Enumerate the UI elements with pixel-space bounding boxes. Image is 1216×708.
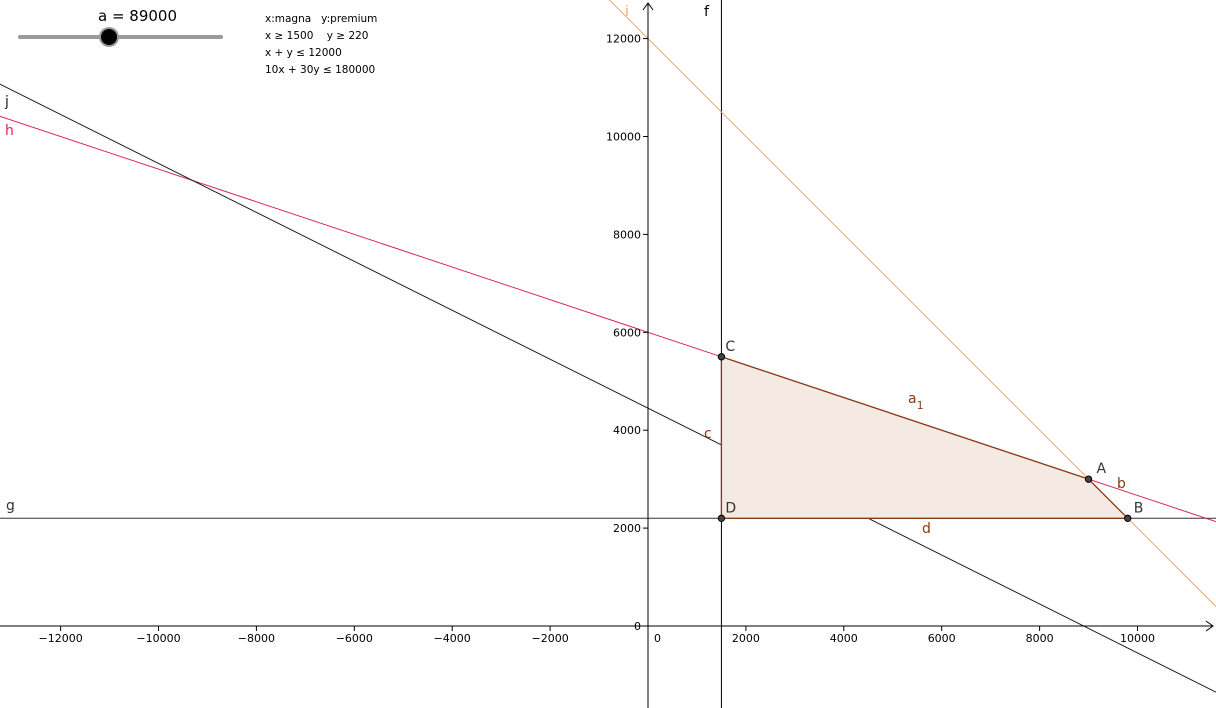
x-tick-label: −6000 xyxy=(336,632,373,645)
point-B[interactable] xyxy=(1124,514,1132,523)
line-label-j: j xyxy=(4,94,9,110)
x-tick-label: −12000 xyxy=(38,632,82,645)
segment-label-c: c xyxy=(704,426,712,442)
origin-label: 0 xyxy=(654,632,661,645)
line-i[interactable] xyxy=(0,0,1216,607)
segment-label-d: d xyxy=(922,521,931,537)
point-label-C: C xyxy=(725,339,735,355)
slider-knob[interactable] xyxy=(101,29,118,45)
segment-label-b: b xyxy=(1117,476,1126,492)
y-tick-label: 6000 xyxy=(613,326,641,339)
note-line: x:magna y:premium xyxy=(265,13,378,25)
x-tick-label: 8000 xyxy=(1026,632,1054,645)
point-A[interactable] xyxy=(1084,475,1093,483)
x-tick-label: 2000 xyxy=(732,632,760,645)
x-axis-arrow-icon xyxy=(1205,620,1214,632)
line-label-g: g xyxy=(6,498,15,514)
point-C[interactable] xyxy=(717,353,726,361)
constraints-text: x:magna y:premium x ≥ 1500 y ≥ 220 x + y… xyxy=(265,11,377,79)
line-label-f: f xyxy=(704,4,710,20)
point-D[interactable] xyxy=(717,514,726,523)
x-tick-label: −8000 xyxy=(238,632,275,645)
point-label-A: A xyxy=(1097,461,1107,477)
y-tick-label: 4000 xyxy=(613,424,641,437)
line-label-h: h xyxy=(5,123,14,139)
y-tick-label: 8000 xyxy=(613,228,641,241)
segment-b[interactable] xyxy=(1088,478,1129,519)
point-label-D: D xyxy=(725,500,736,516)
x-tick-label: −2000 xyxy=(531,632,568,645)
point-label-B: B xyxy=(1134,500,1144,516)
y-tick-label: 12000 xyxy=(606,33,641,46)
slider-a[interactable] xyxy=(18,29,223,45)
y-tick-label: 2000 xyxy=(613,522,641,535)
y-axis-arrow-icon xyxy=(642,2,654,11)
segment-label-a1: a1 xyxy=(908,391,924,412)
x-tick-label: −10000 xyxy=(136,632,180,645)
line-j[interactable] xyxy=(0,83,1216,693)
note-line: x ≥ 1500 y ≥ 220 xyxy=(265,30,369,42)
segment-a1[interactable] xyxy=(721,356,1089,480)
x-tick-label: −4000 xyxy=(434,632,471,645)
x-tick-label: 10000 xyxy=(1120,632,1155,645)
note-line: 10x + 30y ≤ 180000 xyxy=(265,64,376,76)
x-tick-label: 6000 xyxy=(928,632,956,645)
x-tick-label: 4000 xyxy=(830,632,858,645)
note-line: x + y ≤ 12000 xyxy=(265,47,342,59)
line-label-i: i xyxy=(625,4,629,20)
slider-label: a = 89000 xyxy=(98,7,178,25)
y-tick-label: 0 xyxy=(634,620,641,633)
feasible-region[interactable] xyxy=(721,356,1128,519)
y-tick-label: 10000 xyxy=(606,131,641,144)
slider-track[interactable] xyxy=(18,35,223,39)
